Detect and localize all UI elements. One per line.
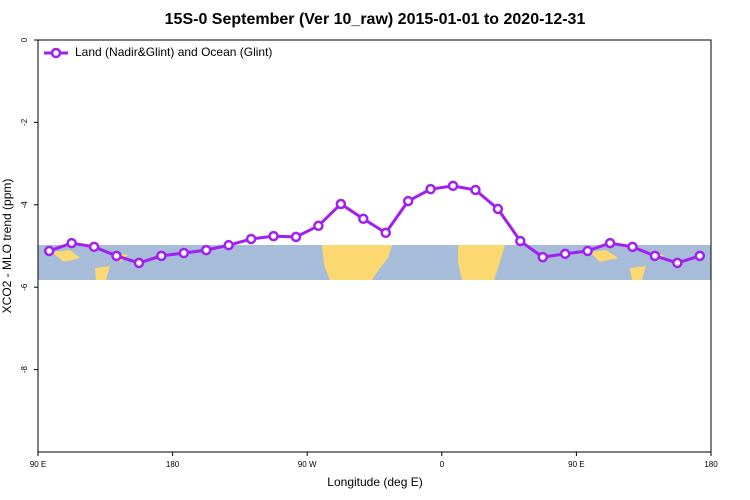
data-point [380, 227, 391, 239]
y-tick-label: -4 [20, 201, 29, 209]
x-tick-label: 90 E [30, 460, 46, 469]
data-point [649, 250, 661, 262]
x-tick-label: 0 [440, 460, 445, 469]
y-tick-label: -8 [20, 365, 29, 373]
legend-label: Land (Nadir&Glint) and Ocean (Glint) [75, 45, 272, 59]
data-point [290, 231, 302, 243]
x-axis-label: Longitude (deg E) [327, 475, 422, 489]
land-asia [52, 250, 128, 280]
data-point [66, 237, 77, 249]
data-point [111, 250, 122, 262]
data-point [335, 198, 347, 210]
data-point [88, 241, 100, 253]
y-axis-label: XCO2 - MLO trend (ppm) [0, 179, 14, 314]
y-tick-label: -6 [20, 283, 29, 291]
data-point [694, 250, 706, 262]
data-point [470, 184, 481, 196]
data-point [537, 251, 548, 263]
data-point [672, 257, 683, 269]
x-tick-label: 180 [704, 460, 718, 469]
x-tick-label: 90 W [298, 460, 317, 469]
land-asia-repeat [590, 250, 664, 280]
data-point [358, 213, 369, 225]
x-tick-label: 90 E [568, 460, 584, 469]
data-point [313, 220, 324, 232]
plot-frame [37, 39, 712, 453]
data-point [515, 235, 526, 247]
data-point [582, 245, 593, 257]
data-point [604, 237, 616, 249]
map-band [38, 245, 711, 280]
data-point [133, 257, 145, 269]
data-point [425, 183, 436, 195]
data-point [492, 203, 504, 215]
data-point [156, 250, 167, 262]
chart-title: 15S-0 September (Ver 10_raw) 2015-01-01 … [165, 11, 586, 28]
data-point [223, 239, 234, 251]
data-point [402, 195, 414, 207]
legend: Land (Nadir&Glint) and Ocean (Glint) [44, 45, 272, 59]
data-point [447, 180, 459, 192]
data-point [178, 247, 190, 259]
x-tick-label: 180 [166, 460, 180, 469]
data-point [245, 233, 257, 245]
data-point [201, 244, 212, 256]
y-tick-label: 0 [20, 37, 29, 42]
data-point [268, 230, 279, 242]
data-point [559, 248, 571, 260]
legend-marker [50, 47, 62, 59]
land-americas [322, 245, 392, 280]
data-point [43, 245, 55, 257]
y-tick-label: -2 [20, 118, 29, 126]
data-point [627, 241, 638, 253]
land-africa [458, 245, 505, 280]
